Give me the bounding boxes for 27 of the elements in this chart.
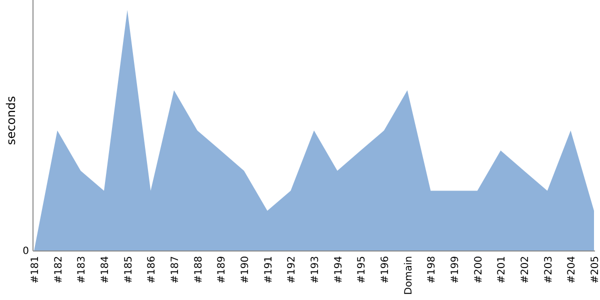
x-tick-label: #181 <box>30 256 41 284</box>
x-tick-label: #191 <box>263 256 274 284</box>
x-tick-label: #198 <box>426 256 438 284</box>
x-tick-label: #201 <box>496 256 508 284</box>
x-tick-label: #200 <box>473 256 484 284</box>
x-tick-label: #184 <box>100 256 111 284</box>
text: 0 <box>22 246 29 257</box>
x-tick-label: #189 <box>216 256 228 284</box>
x-tick-label: #196 <box>380 256 391 284</box>
x-tick-label: #199 <box>450 256 461 284</box>
x-tick-label: #205 <box>590 256 600 284</box>
x-tick-label: Domain <box>403 256 414 295</box>
x-tick-label: #188 <box>193 256 204 284</box>
x-tick-label: #194 <box>333 256 344 284</box>
x-tick-label: #186 <box>146 256 158 284</box>
x-tick-label: #193 <box>310 256 321 284</box>
x-tick-label: #182 <box>53 256 64 284</box>
x-tick-label: #183 <box>76 256 88 284</box>
x-tick-label: #195 <box>356 256 368 284</box>
x-tick-label: #204 <box>566 256 578 284</box>
x-tick-label: #185 <box>123 256 134 284</box>
x-tick-label: #190 <box>240 256 251 284</box>
x-tick-label: #192 <box>286 256 298 284</box>
x-tick-label: #202 <box>520 256 531 284</box>
x-tick-label: #203 <box>543 256 554 284</box>
y-axis-title: seconds <box>4 96 18 146</box>
x-tick-label: #187 <box>170 256 181 284</box>
